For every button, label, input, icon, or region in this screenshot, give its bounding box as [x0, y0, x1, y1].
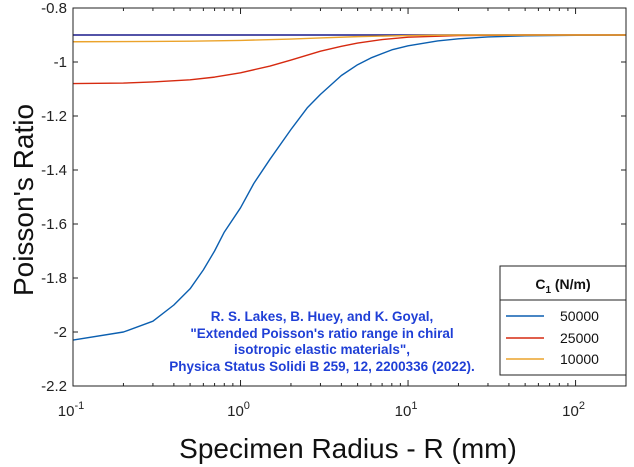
legend-label-10000: 10000: [560, 351, 599, 367]
legend-box: [499, 265, 627, 376]
legend-title-main: C: [535, 276, 545, 292]
y-tick-label: -1.8: [41, 270, 67, 287]
legend-items: 50000 25000 10000: [506, 308, 599, 367]
legend-label-50000: 50000: [560, 308, 599, 324]
legend: C1 (N/m) 50000 25000 10000: [499, 265, 627, 376]
citation-annotation: R. S. Lakes, B. Huey, and K. Goyal, "Exte…: [169, 309, 474, 374]
y-axis-ticks: -0.8 -1 -1.2 -1.4 -1.6 -1.8 -2 -2.2: [41, 0, 626, 395]
citation-line: R. S. Lakes, B. Huey, and K. Goyal,: [211, 309, 434, 324]
citation-line: isotropic elastic materials",: [234, 342, 410, 357]
legend-label-25000: 25000: [560, 330, 599, 346]
x-axis-ticks: 10-1 100 101 102: [58, 8, 627, 420]
x-tick-label: 10-1: [58, 400, 84, 420]
series-lines: [72, 34, 627, 341]
x-axis-title: Specimen Radius - R (mm): [179, 433, 517, 464]
series-line-50000: [72, 34, 627, 341]
y-tick-label: -2.2: [41, 378, 67, 395]
x-tick-label: 102: [562, 400, 585, 420]
x-tick-label: 101: [395, 400, 418, 420]
y-tick-label: -1.2: [41, 108, 67, 125]
axes-frame: [72, 7, 627, 387]
citation-line: Physica Status Solidi B 259, 12, 2200336…: [169, 359, 474, 374]
y-tick-label: -1.6: [41, 216, 67, 233]
plot-frame: [72, 7, 627, 387]
x-tick-label: 100: [227, 400, 250, 420]
series-line-10000: [72, 34, 626, 43]
legend-title: C1 (N/m): [535, 276, 590, 296]
y-tick-label: -1: [54, 54, 67, 71]
y-tick-label: -0.8: [41, 0, 67, 17]
citation-line: "Extended Poisson's ratio range in chira…: [190, 326, 453, 341]
y-axis-title: Poisson's Ratio: [8, 104, 39, 296]
y-tick-label: -2: [54, 324, 67, 341]
legend-title-rest: (N/m): [551, 276, 591, 292]
legend-title-sub: 1: [545, 285, 551, 296]
y-tick-label: -1.4: [41, 162, 67, 179]
